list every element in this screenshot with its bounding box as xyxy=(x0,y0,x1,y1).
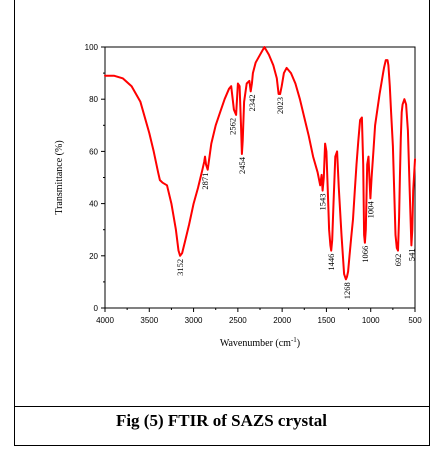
y-axis-label: Transmittance (%) xyxy=(54,140,65,214)
peak-label-2871: 2871 xyxy=(200,173,210,190)
x-tick-label: 1000 xyxy=(362,316,380,325)
figure-caption: Fig (5) FTIR of SAZS crystal xyxy=(115,411,328,430)
peak-label-3152: 3152 xyxy=(175,259,185,276)
peak-label-692: 692 xyxy=(393,254,403,267)
peak-label-1446: 1446 xyxy=(326,254,336,271)
table-border-right xyxy=(429,0,430,446)
y-tick-label: 20 xyxy=(89,252,98,261)
peak-label-1004: 1004 xyxy=(365,201,375,219)
table-border-bottom xyxy=(14,445,430,446)
peak-label-2562: 2562 xyxy=(227,118,237,135)
x-tick-label: 4000 xyxy=(96,316,114,325)
x-tick-label: 3000 xyxy=(185,316,203,325)
peak-label-2023: 2023 xyxy=(275,97,285,114)
peak-label-541: 541 xyxy=(406,248,416,261)
table-border-middle xyxy=(14,406,430,407)
peak-label-1543: 1543 xyxy=(318,194,328,211)
ftir-chart: 4000 3500 3000 2500 2000 1500 1000 500 0 20 40 60 80… xyxy=(54,43,422,349)
x-axis-label: Wavenumber (cm-1) xyxy=(220,336,300,349)
peak-label-1268: 1268 xyxy=(342,282,352,299)
spectrum-line xyxy=(104,46,416,281)
y-tick-label: 0 xyxy=(94,304,99,313)
x-tick-label: 2500 xyxy=(229,316,247,325)
x-tick-label: 500 xyxy=(408,316,422,325)
y-tick-label: 40 xyxy=(89,200,98,209)
table-border-left xyxy=(14,0,15,446)
y-tick-label: 80 xyxy=(89,95,98,104)
peak-label-1066: 1066 xyxy=(360,246,370,263)
peak-label-2454: 2454 xyxy=(237,156,247,174)
x-tick-label: 2000 xyxy=(273,316,291,325)
x-tick-label: 1500 xyxy=(318,316,336,325)
x-tick-label: 3500 xyxy=(140,316,158,325)
peak-label-2342: 2342 xyxy=(247,94,257,111)
y-tick-label: 60 xyxy=(89,147,98,156)
y-tick-label: 100 xyxy=(85,43,99,52)
